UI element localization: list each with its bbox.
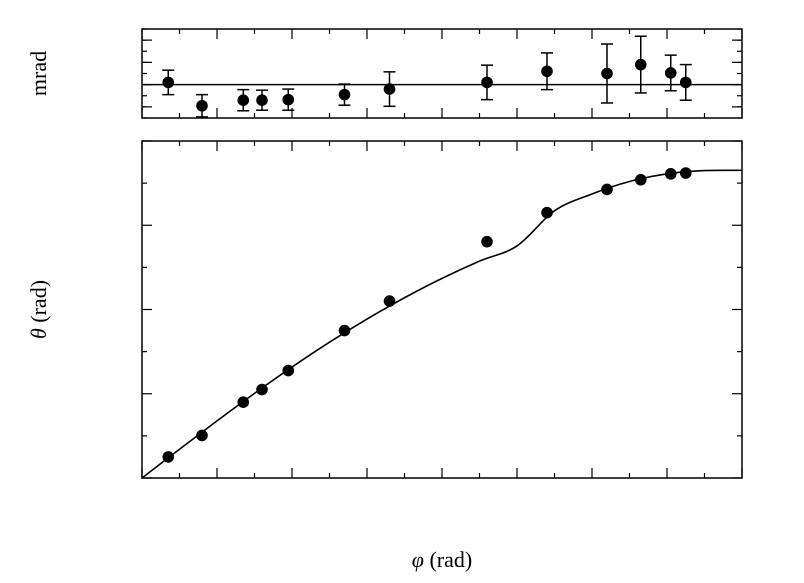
data-point bbox=[679, 167, 692, 179]
residual-y-axis-label: mrad bbox=[26, 51, 51, 96]
residual-point bbox=[162, 76, 175, 89]
y-axis-symbol: θ bbox=[26, 328, 51, 339]
data-point bbox=[282, 364, 295, 377]
x-axis-symbol: φ bbox=[412, 547, 424, 572]
residual-point bbox=[196, 99, 208, 112]
residual-point bbox=[541, 65, 553, 78]
main-ticks bbox=[141, 140, 743, 479]
residual-plot-frame bbox=[141, 28, 743, 119]
data-point bbox=[383, 295, 396, 307]
residual-point bbox=[383, 83, 396, 95]
residual-point bbox=[664, 67, 677, 79]
data-point bbox=[338, 324, 351, 337]
x-axis-label: φ (rad) bbox=[412, 547, 472, 572]
residual-points bbox=[162, 35, 692, 118]
data-point bbox=[162, 451, 175, 463]
residual-point bbox=[237, 94, 250, 106]
data-point bbox=[634, 173, 647, 186]
residual-point bbox=[679, 76, 692, 89]
data-point bbox=[196, 429, 208, 442]
residual-panel: mrad bbox=[26, 28, 743, 119]
data-point bbox=[481, 235, 493, 248]
x-axis-unit: (rad) bbox=[424, 547, 472, 572]
residual-point bbox=[282, 93, 295, 106]
residual-ticks bbox=[141, 28, 743, 119]
y-axis-unit: (rad) bbox=[26, 280, 51, 328]
fit-curve bbox=[141, 169, 743, 479]
data-point bbox=[664, 168, 677, 180]
data-point bbox=[541, 206, 553, 219]
data-point bbox=[601, 183, 613, 196]
main-plot-frame bbox=[141, 140, 743, 479]
residual-point bbox=[481, 76, 493, 89]
main-points bbox=[162, 167, 692, 463]
data-point bbox=[256, 383, 268, 396]
residual-point bbox=[338, 88, 351, 101]
data-point bbox=[237, 396, 250, 408]
main-panel: φ (rad) θ (rad) bbox=[26, 140, 743, 572]
residual-point bbox=[634, 58, 647, 71]
residual-point bbox=[256, 94, 268, 106]
residual-point bbox=[601, 67, 613, 80]
y-axis-label: θ (rad) bbox=[26, 280, 51, 339]
